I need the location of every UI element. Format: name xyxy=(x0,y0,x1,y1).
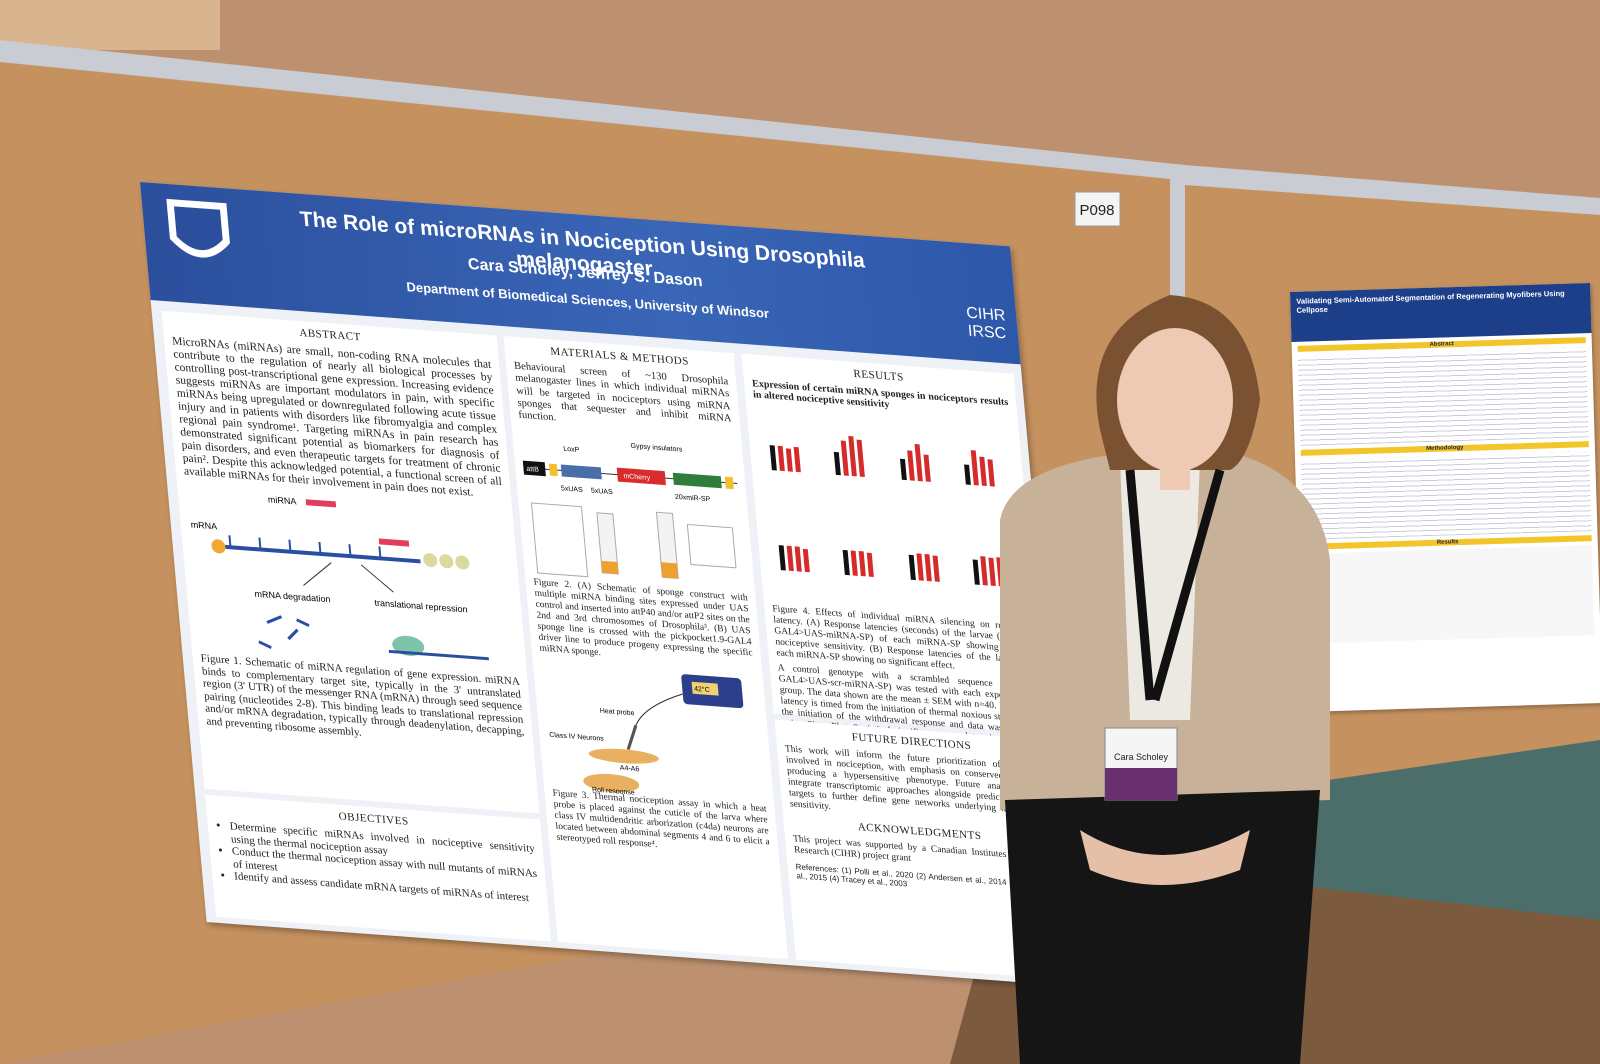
construct-label: 20xmiR-SP xyxy=(675,494,711,504)
construct-label: attB xyxy=(526,466,539,474)
construct-label: LoxP xyxy=(563,446,580,454)
construct-label: 5xUAS xyxy=(561,486,584,495)
poster-header: The Role of microRNAs in Nociception Usi… xyxy=(140,182,1021,365)
university-logo xyxy=(166,198,230,258)
figure-label: Roll response xyxy=(592,787,635,797)
poster: The Role of microRNAs in Nociception Usi… xyxy=(140,182,1077,987)
construct-label: 5xUAS xyxy=(591,488,614,497)
abstract-panel: ABSTRACT MicroRNAs (miRNAs) are small, n… xyxy=(161,310,540,814)
figure3-assay: 42°C Heat probe Class IV Neurons A4-A6 R… xyxy=(549,674,744,797)
methods-panel: MATERIALS & METHODS Behavioural screen o… xyxy=(503,336,789,960)
figure1-diagram: miRNA mRNA mRNA degradation translationa… xyxy=(190,495,490,661)
figure2b-cross xyxy=(530,502,737,580)
figure2a-construct: attB LoxP Gypsy insulators mCherry 5xUAS… xyxy=(522,443,738,504)
poster-number: P098 xyxy=(1079,202,1114,219)
figure-label: 42°C xyxy=(694,685,710,694)
figure-label: Class IV Neurons xyxy=(549,732,605,743)
figure-label: miRNA xyxy=(267,495,296,507)
construct-label: mCherry xyxy=(623,473,651,482)
figure-label: A4-A6 xyxy=(620,765,640,773)
figure-label: mRNA xyxy=(190,520,217,532)
construct-label: Gypsy insulators xyxy=(630,443,683,454)
badge-name: Cara Scholey xyxy=(1114,752,1169,762)
figure-label: Heat probe xyxy=(600,708,635,718)
poster-number-card xyxy=(1074,191,1121,227)
